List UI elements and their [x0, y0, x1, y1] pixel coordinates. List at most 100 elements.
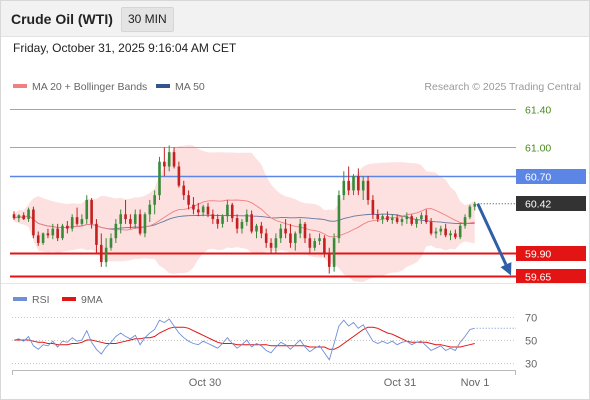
candle-body: [100, 244, 103, 263]
candle-body: [187, 195, 190, 205]
instrument-title: Crude Oil (WTI): [11, 11, 113, 27]
level-lines: [10, 109, 516, 278]
candle-body: [420, 215, 423, 220]
candle-body: [361, 180, 365, 191]
candle-body: [294, 233, 297, 243]
candle-body: [12, 214, 16, 219]
candle-body: [386, 216, 389, 221]
candle-body: [463, 217, 467, 226]
candle-body: [41, 233, 45, 243]
level-value-label: 60.70: [525, 172, 551, 184]
candle-body: [66, 225, 69, 229]
candle-body: [400, 219, 404, 222]
candle-body: [332, 238, 336, 267]
candle-body: [172, 152, 176, 167]
candle-body: [323, 238, 326, 253]
candle-body: [192, 204, 195, 210]
candle-body: [458, 225, 462, 238]
candle-body: [240, 221, 244, 229]
candle-body: [250, 214, 253, 232]
candle-body: [119, 214, 122, 224]
candle-body: [415, 219, 418, 224]
candle-body: [454, 233, 457, 238]
candle-body: [153, 195, 156, 205]
forecast-arrow-shaft: [476, 203, 508, 266]
level-value-label: 59.65: [525, 272, 551, 284]
candle-body: [109, 238, 113, 248]
rsi-ma-legend-swatch: [62, 297, 76, 301]
level-tag-support: [516, 269, 586, 284]
candle-body: [366, 180, 370, 200]
candle-body: [279, 228, 283, 239]
candle-body: [90, 199, 93, 224]
candle-body: [342, 180, 346, 196]
candle-body: [298, 223, 302, 234]
candle-body: [468, 206, 472, 218]
x-tick-label: Nov 1: [461, 377, 490, 389]
candle-body: [206, 206, 210, 215]
candle-body: [221, 216, 224, 224]
candle-body: [230, 204, 234, 219]
candle-body: [405, 216, 409, 220]
candle-body: [36, 235, 40, 243]
candle-body: [327, 252, 331, 267]
candle-body: [148, 204, 152, 215]
candle-body: [114, 223, 118, 239]
candle-body: [226, 204, 229, 217]
candle-body: [167, 152, 171, 167]
level-tag-pivot: [516, 169, 586, 184]
ma20-legend-label: MA 20 + Bollinger Bands: [32, 81, 147, 93]
candle-body: [434, 231, 438, 234]
candle-body: [22, 215, 25, 220]
ma50-legend-label: MA 50: [175, 81, 205, 93]
candle-body: [439, 228, 443, 232]
candle-body: [46, 233, 50, 236]
candle-body: [260, 225, 263, 234]
candle-body: [429, 221, 433, 234]
candle-body: [124, 214, 127, 220]
bollinger-band: [14, 145, 475, 282]
level-value-label: 60.42: [525, 199, 551, 211]
candle-body: [255, 225, 258, 232]
candle-body: [303, 223, 307, 239]
rsi-legend: RSI 9MA: [13, 294, 103, 306]
level-tag-support: [516, 246, 586, 261]
rsi-ma-legend-label: 9MA: [81, 294, 103, 306]
candle-body: [197, 209, 200, 213]
price-legend: MA 20 + Bollinger Bands MA 50 Research ©…: [13, 81, 581, 93]
level-value-label: 59.90: [525, 249, 551, 261]
rsi-line: [13, 318, 475, 361]
candle-body: [410, 216, 413, 224]
x-axis: Oct 30 Oct 31 Nov 1: [12, 370, 516, 389]
candle-body: [80, 219, 84, 224]
candle-body: [473, 203, 477, 207]
candle-body: [104, 247, 108, 263]
rsi-tick-label: 50: [525, 336, 537, 348]
level-tag-last: [516, 196, 586, 211]
x-tick-label: Oct 31: [384, 377, 416, 389]
candle-body: [201, 206, 205, 213]
candle-body: [182, 185, 186, 196]
candle-body: [133, 214, 137, 224]
candle-body: [85, 199, 89, 220]
x-tick-label: Oct 30: [189, 377, 221, 389]
ma50-legend-swatch: [156, 84, 170, 88]
candle-body: [235, 218, 239, 229]
candle-body: [357, 176, 360, 191]
candle-body: [347, 180, 350, 191]
ma20-legend-swatch: [13, 84, 27, 88]
candle-body: [95, 223, 98, 245]
candle-body: [313, 241, 316, 248]
candle-body: [129, 219, 132, 224]
rsi-legend-swatch: [13, 297, 27, 301]
candle-body: [337, 195, 341, 239]
candle-body: [75, 217, 79, 224]
candle-body: [211, 214, 215, 220]
level-value-label: 61.00: [525, 143, 551, 155]
candle-body: [318, 238, 321, 242]
candle-body: [424, 215, 428, 222]
candle-body: [391, 218, 394, 221]
level-tags: 61.40 61.00 60.70 60.42 59.90 59.65: [516, 105, 586, 284]
timeframe-button[interactable]: 30 MIN: [121, 7, 174, 32]
